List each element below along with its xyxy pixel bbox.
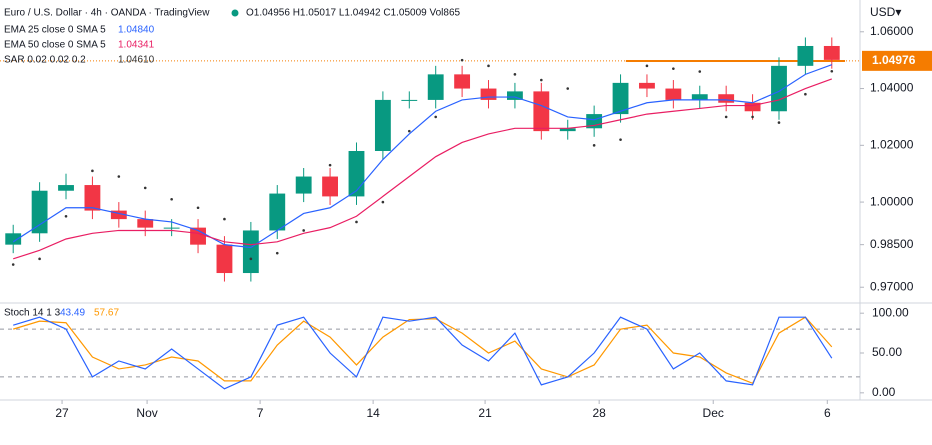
indicator-line xyxy=(12,64,833,249)
x-tick-label: 28 xyxy=(592,406,606,420)
candle-body xyxy=(110,210,127,220)
y-tick-label: 0.97000 xyxy=(870,279,914,293)
candle-body xyxy=(612,82,629,115)
sar-dot xyxy=(804,92,807,96)
legend-value: 43.49 xyxy=(60,308,85,319)
candle-body xyxy=(401,99,418,101)
sar-dot xyxy=(223,217,226,221)
sar-dot xyxy=(566,87,570,90)
legend-value: 57.67 xyxy=(94,308,119,319)
y-tick-label: 1.06000 xyxy=(870,24,914,38)
candle-body xyxy=(771,65,787,112)
sar-dot xyxy=(698,70,702,73)
legend-value: 1.04610 xyxy=(118,55,155,66)
candle-body xyxy=(84,185,101,211)
candle-body xyxy=(190,227,206,245)
candle-body xyxy=(269,193,286,231)
status-dot xyxy=(231,9,239,17)
sar-dot xyxy=(645,64,649,68)
candle-body xyxy=(5,233,22,245)
candle-body xyxy=(454,74,471,89)
indicator-line xyxy=(13,78,833,260)
y-tick-label: 50.00 xyxy=(872,345,902,359)
sar-dot xyxy=(407,129,411,133)
ohlc-label: O1.04956 H1.05017 L1.04942 C1.05009 Vol8… xyxy=(246,8,461,19)
sar-dot xyxy=(751,115,754,119)
sar-dot xyxy=(434,115,438,119)
y-tick-label: 0.00 xyxy=(872,385,896,399)
candle-body xyxy=(374,99,391,151)
x-tick-label: 21 xyxy=(478,406,492,420)
chart-title: Euro / U.S. Dollar · 4h · OANDA · Tradin… xyxy=(4,8,210,19)
candle-body xyxy=(559,128,576,132)
sar-dot xyxy=(117,175,121,178)
sar-dot xyxy=(724,115,728,119)
stoch-title: Stoch 14 1 3 xyxy=(4,308,61,319)
sar-dot xyxy=(619,138,622,141)
sar-dot xyxy=(381,200,385,204)
y-tick-label: 1.04000 xyxy=(870,81,914,95)
candle-body xyxy=(665,88,682,100)
sar-dot xyxy=(249,257,253,261)
y-tick-label: 0.98500 xyxy=(870,237,914,251)
sar-dot xyxy=(592,144,596,147)
candle-body xyxy=(322,176,338,197)
sar-dot xyxy=(64,214,68,218)
x-tick-label: 14 xyxy=(366,406,380,420)
candle-body xyxy=(137,219,154,228)
sar-dot xyxy=(355,220,358,224)
price-tag xyxy=(862,50,932,71)
sar-dot xyxy=(302,229,305,232)
candle-body xyxy=(348,150,365,197)
candle-body xyxy=(639,82,655,89)
x-tick-label: Dec xyxy=(703,406,724,420)
x-tick-label: Nov xyxy=(136,406,157,420)
candle-body xyxy=(718,94,735,103)
currency: USD▾ xyxy=(870,5,901,19)
candle-body xyxy=(427,74,444,100)
sar-dot xyxy=(275,251,279,255)
candle-body xyxy=(533,91,550,132)
candle-body xyxy=(480,88,497,100)
sar-dot xyxy=(513,73,517,76)
sar-dot xyxy=(196,206,200,210)
stoch-line xyxy=(13,316,833,390)
candle-body xyxy=(823,45,840,60)
legend-value: 1.04341 xyxy=(118,40,155,51)
candle-body xyxy=(242,230,259,274)
candle-body xyxy=(216,244,233,274)
sar-dot xyxy=(11,263,15,266)
candle-body xyxy=(163,227,180,229)
sar-dot xyxy=(460,58,464,62)
legend-name: SAR 0.02 0.02 0.2 xyxy=(4,55,86,66)
sar-dot xyxy=(143,186,147,190)
legend-name: EMA 25 close 0 SMA 5 xyxy=(4,25,106,36)
sar-dot xyxy=(777,121,781,124)
sar-dot xyxy=(540,78,543,82)
sar-dot xyxy=(91,169,94,173)
candle-body xyxy=(507,91,523,100)
sar-dot xyxy=(830,69,834,73)
legend-name: EMA 50 close 0 SMA 5 xyxy=(4,40,106,51)
sar-dot xyxy=(672,67,675,70)
sar-dot xyxy=(487,64,490,68)
candle-body xyxy=(744,102,761,112)
price-tag-label: 1.04976 xyxy=(872,53,916,67)
y-tick-label: 1.00000 xyxy=(870,194,914,208)
sar-dot xyxy=(38,257,41,261)
candle-body xyxy=(31,190,48,234)
sar-dot xyxy=(170,197,173,201)
legend-value: 1.04840 xyxy=(118,25,155,36)
y-tick-label: 100.00 xyxy=(872,305,909,319)
sar-dot xyxy=(328,163,332,167)
x-tick-label: 6 xyxy=(824,406,831,420)
candle-body xyxy=(58,185,74,191)
candle-body xyxy=(295,176,312,194)
y-tick-label: 1.02000 xyxy=(870,137,914,151)
x-tick-label: 27 xyxy=(55,406,69,420)
x-tick-label: 7 xyxy=(257,406,264,420)
candle-body xyxy=(691,94,708,100)
candle-body xyxy=(797,45,814,66)
